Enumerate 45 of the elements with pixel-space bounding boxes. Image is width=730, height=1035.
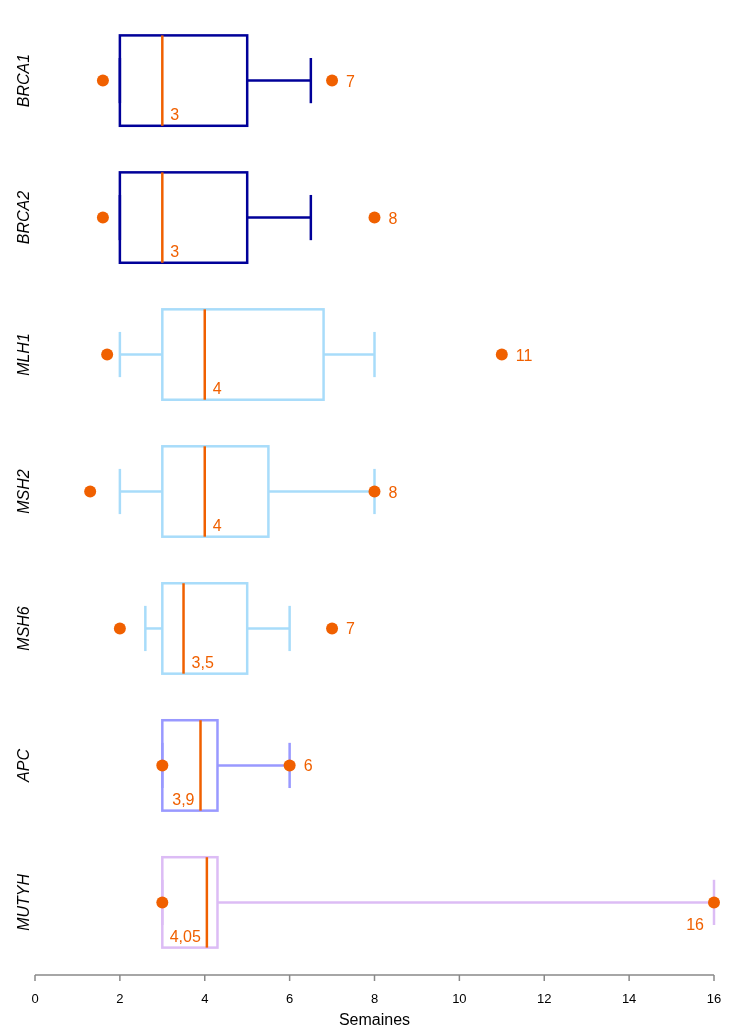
point xyxy=(708,896,720,909)
annotation: 4 xyxy=(212,379,222,397)
y-tick-label: BRCA2 xyxy=(15,190,32,245)
y-tick-label: MSH2 xyxy=(15,469,32,514)
point xyxy=(96,74,109,87)
annotation: 3,9 xyxy=(172,790,195,808)
annotation: 16 xyxy=(686,916,705,934)
annotation: 7 xyxy=(346,620,356,638)
point xyxy=(368,211,381,224)
x-tick-label: 6 xyxy=(286,991,294,1006)
x-tick-label: 10 xyxy=(452,991,467,1006)
x-tick-label: 16 xyxy=(706,991,722,1006)
y-tick-label: BRCA1 xyxy=(15,53,32,108)
annotation: 3 xyxy=(170,105,180,123)
annotation: 8 xyxy=(388,483,398,501)
point xyxy=(84,485,97,498)
annotation: 11 xyxy=(515,346,533,364)
point xyxy=(156,896,169,909)
point xyxy=(495,348,508,361)
annotation: 8 xyxy=(388,209,398,227)
annotation: 3,5 xyxy=(191,653,214,671)
x-tick-label: 0 xyxy=(31,991,39,1006)
y-tick-label: APC xyxy=(15,748,32,783)
point xyxy=(368,485,381,498)
x-tick-label: 8 xyxy=(370,991,379,1006)
annotation: 4 xyxy=(212,516,222,534)
point xyxy=(101,348,114,361)
y-tick-label: MUTYH xyxy=(15,873,32,931)
x-tick-label: 14 xyxy=(621,991,637,1006)
point xyxy=(156,759,169,772)
point xyxy=(283,759,296,772)
annotation: 6 xyxy=(303,757,313,775)
x-tick-label: 2 xyxy=(116,991,124,1006)
annotation: 4,05 xyxy=(169,927,201,945)
x-axis-title: Semaines xyxy=(338,1011,411,1028)
x-tick-label: 4 xyxy=(201,991,209,1006)
annotation: 3 xyxy=(170,242,180,260)
point xyxy=(113,622,126,635)
x-tick-label: 12 xyxy=(537,991,552,1006)
y-tick-label: MSH6 xyxy=(15,606,32,651)
y-tick-label: MLH1 xyxy=(15,333,32,376)
point xyxy=(96,211,109,224)
annotation: 7 xyxy=(346,72,356,90)
point xyxy=(326,622,339,635)
point xyxy=(326,74,339,87)
